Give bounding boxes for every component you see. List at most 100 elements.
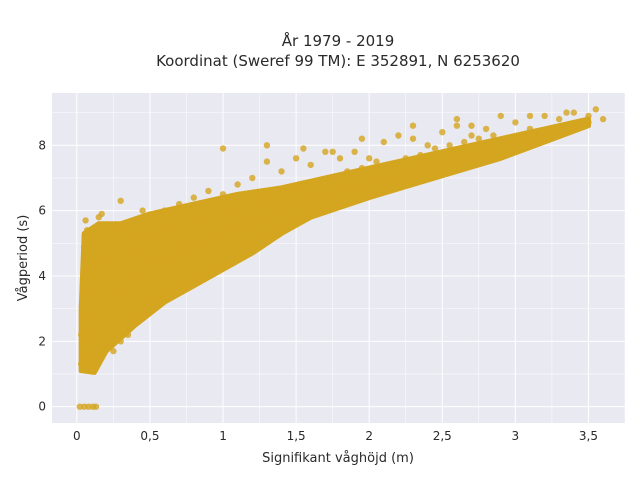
scatter-point (468, 132, 475, 139)
scatter-point (82, 266, 89, 273)
scatter-point (592, 106, 599, 113)
scatter-point (387, 174, 395, 182)
scatter-point (176, 200, 183, 208)
scatter-point (497, 112, 504, 120)
scatter-point (256, 197, 263, 204)
scatter-point (300, 145, 307, 152)
scatter-point (402, 171, 409, 178)
scatter-point (249, 243, 256, 250)
scatter-point (439, 168, 446, 175)
scatter-point (139, 207, 146, 214)
scatter-point (541, 112, 548, 120)
scatter-point (124, 272, 132, 280)
scatter-point (241, 223, 249, 231)
scatter-point (85, 403, 92, 410)
scatter-point (183, 240, 190, 247)
scatter-point (263, 142, 271, 149)
scatter-point (417, 164, 424, 172)
scatter-point (526, 142, 534, 149)
scatter-point (205, 266, 212, 273)
scatter-point (154, 295, 161, 302)
scatter-point (78, 331, 85, 338)
scatter-point (468, 158, 475, 165)
scatter-point (76, 403, 84, 410)
scatter-point (599, 115, 607, 123)
x-tick-label: 3 (512, 429, 520, 443)
scatter-point (373, 178, 380, 185)
scatter-point (132, 246, 139, 253)
y-tick-label: 4 (38, 269, 46, 283)
scatter-point (373, 158, 380, 165)
y-axis-label: Vågperiod (s) (16, 215, 31, 302)
scatter-point (482, 125, 490, 133)
scatter-point (227, 227, 234, 234)
scatter-point (351, 197, 358, 204)
scatter-point (219, 145, 227, 152)
scatter-point (475, 148, 482, 155)
scatter-point (227, 207, 234, 214)
scatter-point (446, 142, 453, 149)
x-tick-label: 1 (219, 429, 227, 443)
scatter-point (453, 122, 461, 129)
scatter-point (490, 132, 497, 139)
scatter-point (139, 308, 146, 316)
scatter-point (366, 191, 373, 198)
y-tick-labels: 0 2 4 6 8 (38, 138, 46, 413)
scatter-point (168, 253, 176, 260)
scatter-point (534, 132, 541, 139)
scatter-point (409, 135, 417, 142)
scatter-point (219, 191, 227, 198)
scatter-point (300, 191, 307, 198)
y-tick-label: 8 (38, 138, 46, 152)
scatter-point (329, 148, 336, 155)
scatter-point (139, 276, 146, 283)
scatter-point (387, 161, 395, 169)
scatter-point (89, 285, 97, 293)
chart-title-line2: Koordinat (Sweref 99 TM): E 352891, N 62… (156, 52, 520, 70)
scatter-point (548, 125, 556, 133)
scatter-point (314, 197, 322, 204)
scatter-point (461, 151, 468, 159)
scatter-point (490, 145, 497, 152)
scatter-point (219, 259, 227, 267)
scatter-point (307, 161, 314, 169)
scatter-point (146, 230, 154, 237)
scatter-point (91, 259, 98, 267)
scatter-point (504, 138, 512, 146)
scatter-point (110, 285, 117, 293)
scatter-point (409, 122, 417, 129)
scatter-point (110, 223, 117, 231)
scatter-point (124, 331, 132, 338)
scatter-point (431, 161, 439, 169)
scatter-point (168, 227, 176, 234)
scatter-point (154, 259, 161, 267)
scatter-point (512, 119, 519, 126)
y-tick-label: 0 (38, 400, 46, 414)
scatter-point (183, 246, 190, 253)
x-tick-label: 3,5 (579, 429, 598, 443)
scatter-point (278, 223, 285, 231)
scatter-point (234, 253, 241, 260)
scatter-point (424, 142, 431, 149)
scatter-point (88, 367, 95, 374)
scatter-point (431, 145, 439, 152)
scatter-point (110, 347, 117, 355)
x-tick-label: 0,5 (140, 429, 159, 443)
scatter-point (439, 129, 446, 136)
scatter-point (585, 119, 592, 126)
scatter-point (212, 230, 219, 237)
x-tick-label: 2 (365, 429, 373, 443)
scatter-point (81, 351, 88, 358)
scatter-point (307, 210, 314, 218)
x-tick-label: 0 (73, 429, 81, 443)
scatter-point (83, 364, 91, 371)
scatter-point (541, 135, 548, 142)
scatter-point (468, 122, 475, 129)
scatter-point (519, 135, 526, 142)
scatter-point (424, 171, 431, 178)
scatter-point (285, 184, 292, 191)
scatter-point (358, 164, 366, 172)
scatter-point (351, 148, 358, 155)
scatter-point (300, 200, 307, 208)
scatter-point (146, 302, 154, 309)
